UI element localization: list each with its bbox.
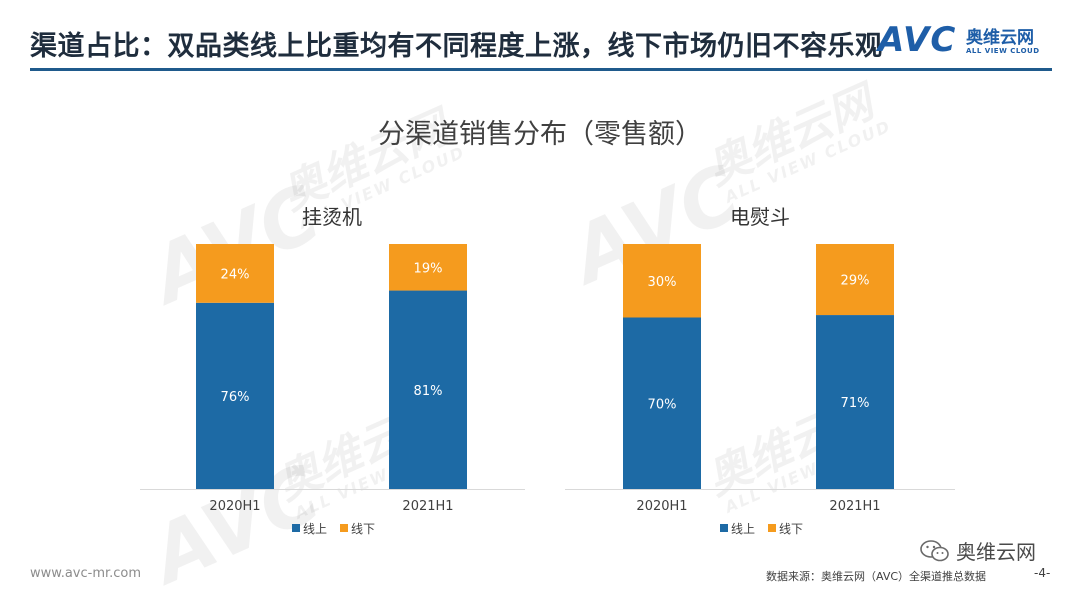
logo-mark: AVC — [878, 20, 957, 60]
bar-online — [623, 317, 701, 489]
wechat-badge: 奥维云网 — [920, 536, 1036, 565]
legend-label-online: 线上 — [303, 522, 327, 536]
footer-url[interactable]: www.avc-mr.com — [30, 566, 142, 581]
data-label: 24% — [221, 267, 250, 282]
data-label: 30% — [648, 275, 677, 290]
legend-swatch-offline — [340, 524, 348, 532]
logo-cn-text: 奥维云网 — [966, 28, 1034, 48]
chart-title: 电熨斗 — [730, 205, 790, 229]
x-tick-label: 2021H1 — [829, 499, 880, 514]
data-label: 70% — [648, 397, 677, 412]
logo-en-text: ALL VIEW CLOUD — [966, 47, 1040, 55]
avc-logo: AVC 奥维云网 ALL VIEW CLOUD — [878, 20, 1058, 66]
chart-title: 挂烫机 — [302, 205, 362, 229]
data-source-note: 数据来源：奥维云网（AVC）全渠道推总数据 — [766, 570, 987, 583]
chart-main-title: 分渠道销售分布（零售额） — [378, 119, 702, 150]
title-divider — [30, 68, 1052, 71]
legend-label-online: 线上 — [731, 522, 755, 536]
legend-label-offline: 线下 — [351, 522, 375, 536]
legend-label-offline: 线下 — [779, 522, 803, 536]
page-number: -4- — [1034, 566, 1051, 580]
bar-offline — [389, 244, 467, 291]
wechat-icon — [920, 539, 949, 561]
page-title: 渠道占比：双品类线上比重均有不同程度上涨，线下市场仍旧不容乐观 — [30, 31, 883, 62]
bar-online — [196, 302, 274, 489]
data-label: 81% — [414, 384, 443, 399]
data-label: 71% — [841, 396, 870, 411]
x-tick-label: 2020H1 — [209, 499, 260, 514]
wechat-account-name: 奥维云网 — [956, 540, 1036, 564]
legend-swatch-offline — [768, 524, 776, 532]
data-label: 19% — [414, 261, 443, 276]
bar-offline — [816, 244, 894, 316]
bar-offline — [196, 244, 274, 303]
bar-offline — [623, 244, 701, 318]
bar-online — [816, 315, 894, 489]
x-tick-label: 2020H1 — [636, 499, 687, 514]
x-tick-label: 2021H1 — [402, 499, 453, 514]
data-label: 76% — [221, 390, 250, 405]
data-label: 29% — [841, 274, 870, 289]
legend-swatch-online — [720, 524, 728, 532]
bar-online — [389, 290, 467, 489]
legend-swatch-online — [292, 524, 300, 532]
